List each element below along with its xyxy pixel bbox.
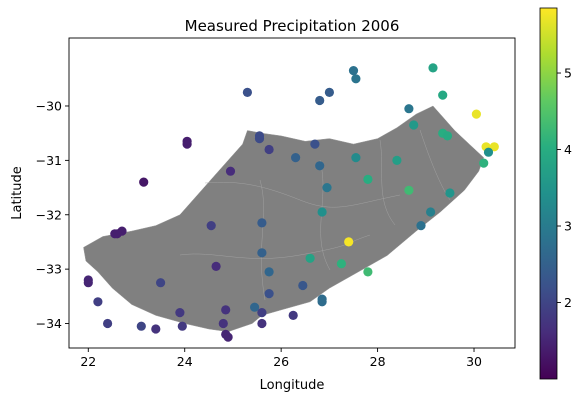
colorbar-tick-label: 3	[564, 219, 572, 234]
data-point	[442, 131, 453, 141]
data-point	[438, 90, 448, 100]
x-tick-label: 30	[466, 354, 482, 369]
data-point	[218, 318, 228, 329]
chart-title: Measured Precipitation 2006	[185, 17, 400, 35]
district-border	[259, 179, 266, 301]
data-point	[182, 139, 192, 149]
data-point	[139, 177, 149, 187]
data-point	[254, 134, 265, 144]
data-point	[409, 120, 419, 130]
data-point	[211, 261, 221, 271]
data-point	[264, 289, 274, 299]
colorbar-gradient	[539, 7, 558, 380]
plot-frame	[68, 37, 516, 349]
district-border	[319, 159, 331, 271]
data-point	[315, 161, 325, 171]
data-point	[250, 302, 260, 312]
data-point	[291, 153, 301, 163]
data-point	[317, 207, 327, 217]
plot-area	[68, 37, 516, 349]
data-point	[93, 297, 103, 307]
data-point	[483, 147, 494, 157]
data-point	[175, 308, 185, 318]
data-point	[223, 332, 233, 342]
y-tick-label: −31	[36, 153, 62, 168]
data-point	[471, 109, 481, 119]
data-point	[404, 185, 414, 195]
colorbar-tick-label: 4	[564, 142, 572, 157]
x-axis: 22 24 26 28 30	[80, 348, 482, 369]
data-point	[404, 104, 414, 114]
data-point	[479, 158, 489, 168]
data-point	[206, 221, 216, 231]
data-point	[305, 253, 315, 263]
data-point	[151, 324, 161, 334]
data-point	[351, 153, 361, 163]
y-tick-label: −34	[36, 316, 62, 331]
x-tick-label: 28	[370, 354, 386, 369]
x-tick-label: 22	[80, 354, 96, 369]
data-point	[264, 144, 274, 155]
data-point	[257, 248, 267, 258]
data-point	[351, 74, 361, 84]
x-axis-label: Longitude	[260, 378, 325, 393]
data-point	[136, 321, 146, 331]
data-point	[177, 321, 187, 331]
data-point	[489, 142, 499, 152]
data-point	[264, 267, 274, 277]
data-point	[348, 66, 359, 76]
y-tick-label: −33	[36, 262, 62, 277]
district-border	[204, 182, 401, 208]
data-point	[416, 221, 426, 231]
district-border	[379, 139, 396, 226]
data-point	[310, 139, 320, 149]
data-point	[336, 259, 346, 269]
colorbar: 2 3 4 5	[539, 7, 572, 380]
data-point	[103, 318, 113, 329]
data-point	[322, 183, 332, 193]
data-point	[83, 278, 93, 288]
y-tick-label: −30	[36, 98, 62, 113]
data-point	[317, 297, 327, 307]
data-point	[257, 318, 267, 329]
data-point	[298, 280, 308, 291]
data-point	[288, 310, 298, 320]
data-point	[315, 95, 325, 106]
data-point	[445, 188, 455, 198]
data-point	[344, 237, 354, 247]
scatter-points	[83, 63, 499, 342]
x-tick-label: 24	[177, 354, 193, 369]
data-point	[392, 155, 402, 165]
data-point	[363, 174, 373, 184]
region-map-shape	[83, 105, 484, 332]
y-axis: −30 −31 −32 −33 −34	[36, 98, 69, 331]
data-point	[257, 308, 267, 318]
data-point	[242, 87, 252, 97]
colorbar-tick-label: 2	[564, 295, 572, 310]
data-point	[257, 218, 267, 228]
data-point	[363, 267, 373, 277]
x-tick-label: 26	[273, 354, 289, 369]
data-point	[324, 87, 334, 97]
data-point	[225, 166, 236, 176]
colorbar-ticks: 2 3 4 5	[557, 66, 572, 310]
data-point	[426, 207, 436, 217]
y-tick-label: −32	[36, 207, 62, 222]
y-axis-label: Latitude	[10, 166, 25, 220]
data-point	[428, 63, 438, 73]
data-point	[110, 229, 120, 239]
colorbar-tick-label: 5	[564, 66, 572, 81]
data-point	[156, 278, 166, 288]
data-point	[221, 305, 231, 315]
